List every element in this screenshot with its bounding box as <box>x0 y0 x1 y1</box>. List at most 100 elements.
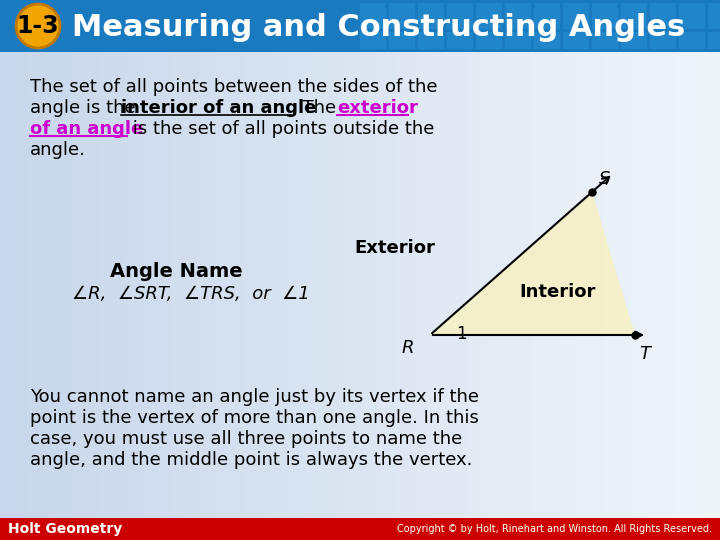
Bar <box>315 52 325 540</box>
Bar <box>711 52 720 540</box>
Text: Holt Geometry: Holt Geometry <box>8 522 122 536</box>
Bar <box>513 52 523 540</box>
Bar <box>708 3 720 29</box>
Bar <box>108 52 118 540</box>
Text: . The: . The <box>291 99 342 117</box>
Text: R: R <box>402 339 414 357</box>
Bar <box>171 52 181 540</box>
Bar <box>63 52 73 540</box>
Bar <box>297 52 307 540</box>
Bar <box>679 3 705 29</box>
Bar <box>522 52 532 540</box>
Bar <box>81 52 91 540</box>
Bar <box>621 32 647 49</box>
Bar <box>666 52 676 540</box>
Bar <box>144 52 154 540</box>
Bar <box>261 52 271 540</box>
Bar <box>495 52 505 540</box>
Bar <box>54 52 64 540</box>
Text: angle, and the middle point is always the vertex.: angle, and the middle point is always th… <box>30 451 472 469</box>
Bar <box>505 32 531 49</box>
Bar <box>630 52 640 540</box>
Bar <box>476 3 502 29</box>
Bar <box>180 52 190 540</box>
Text: of an angle: of an angle <box>30 120 143 138</box>
Text: angle.: angle. <box>30 141 86 159</box>
Bar <box>650 32 676 49</box>
Text: is the set of all points outside the: is the set of all points outside the <box>127 120 434 138</box>
Bar <box>549 52 559 540</box>
Bar <box>505 3 531 29</box>
Bar <box>679 32 705 49</box>
Text: The set of all points between the sides of the: The set of all points between the sides … <box>30 78 438 96</box>
Bar <box>592 32 618 49</box>
Bar <box>270 52 280 540</box>
Bar <box>405 52 415 540</box>
Bar <box>99 52 109 540</box>
Text: Exterior: Exterior <box>354 239 436 257</box>
Bar <box>189 52 199 540</box>
Bar <box>414 52 424 540</box>
Bar <box>387 52 397 540</box>
Text: case, you must use all three points to name the: case, you must use all three points to n… <box>30 430 462 448</box>
Bar <box>9 52 19 540</box>
Bar <box>288 52 298 540</box>
Bar <box>0 518 720 540</box>
Bar <box>360 52 370 540</box>
Bar <box>576 52 586 540</box>
Bar <box>447 3 473 29</box>
Bar <box>612 52 622 540</box>
Bar <box>72 52 82 540</box>
Bar <box>0 0 720 52</box>
Bar <box>650 3 676 29</box>
Bar <box>558 52 568 540</box>
Bar <box>207 52 217 540</box>
Bar <box>153 52 163 540</box>
Bar <box>563 3 589 29</box>
Bar <box>225 52 235 540</box>
Bar <box>450 52 460 540</box>
Bar <box>396 52 406 540</box>
Text: Angle Name: Angle Name <box>110 262 243 281</box>
Bar <box>252 52 262 540</box>
Bar <box>684 52 694 540</box>
Text: Copyright © by Holt, Rinehart and Winston. All Rights Reserved.: Copyright © by Holt, Rinehart and Winsto… <box>397 524 712 534</box>
Bar <box>639 52 649 540</box>
Bar <box>418 32 444 49</box>
Bar <box>675 52 685 540</box>
Bar <box>563 32 589 49</box>
Text: angle is the: angle is the <box>30 99 141 117</box>
Bar <box>621 3 647 29</box>
Bar <box>657 52 667 540</box>
Text: S: S <box>599 170 611 188</box>
Polygon shape <box>430 192 635 335</box>
Bar <box>432 52 442 540</box>
Bar <box>198 52 208 540</box>
Bar <box>36 52 46 540</box>
Bar <box>126 52 136 540</box>
Bar <box>90 52 100 540</box>
Bar <box>234 52 244 540</box>
Text: 1: 1 <box>456 325 467 343</box>
Bar <box>594 52 604 540</box>
Bar <box>389 32 415 49</box>
Bar <box>27 52 37 540</box>
Bar <box>693 52 703 540</box>
Bar <box>378 52 388 540</box>
Circle shape <box>16 4 60 48</box>
Bar <box>702 52 712 540</box>
Bar <box>333 52 343 540</box>
Bar <box>351 52 361 540</box>
Text: Measuring and Constructing Angles: Measuring and Constructing Angles <box>72 12 685 42</box>
Bar <box>324 52 334 540</box>
Text: point is the vertex of more than one angle. In this: point is the vertex of more than one ang… <box>30 409 479 427</box>
Bar <box>534 32 560 49</box>
Bar <box>279 52 289 540</box>
Bar <box>306 52 316 540</box>
Bar <box>567 52 577 540</box>
Bar <box>531 52 541 540</box>
Bar <box>603 52 613 540</box>
Bar <box>45 52 55 540</box>
Bar <box>585 52 595 540</box>
Bar <box>117 52 127 540</box>
